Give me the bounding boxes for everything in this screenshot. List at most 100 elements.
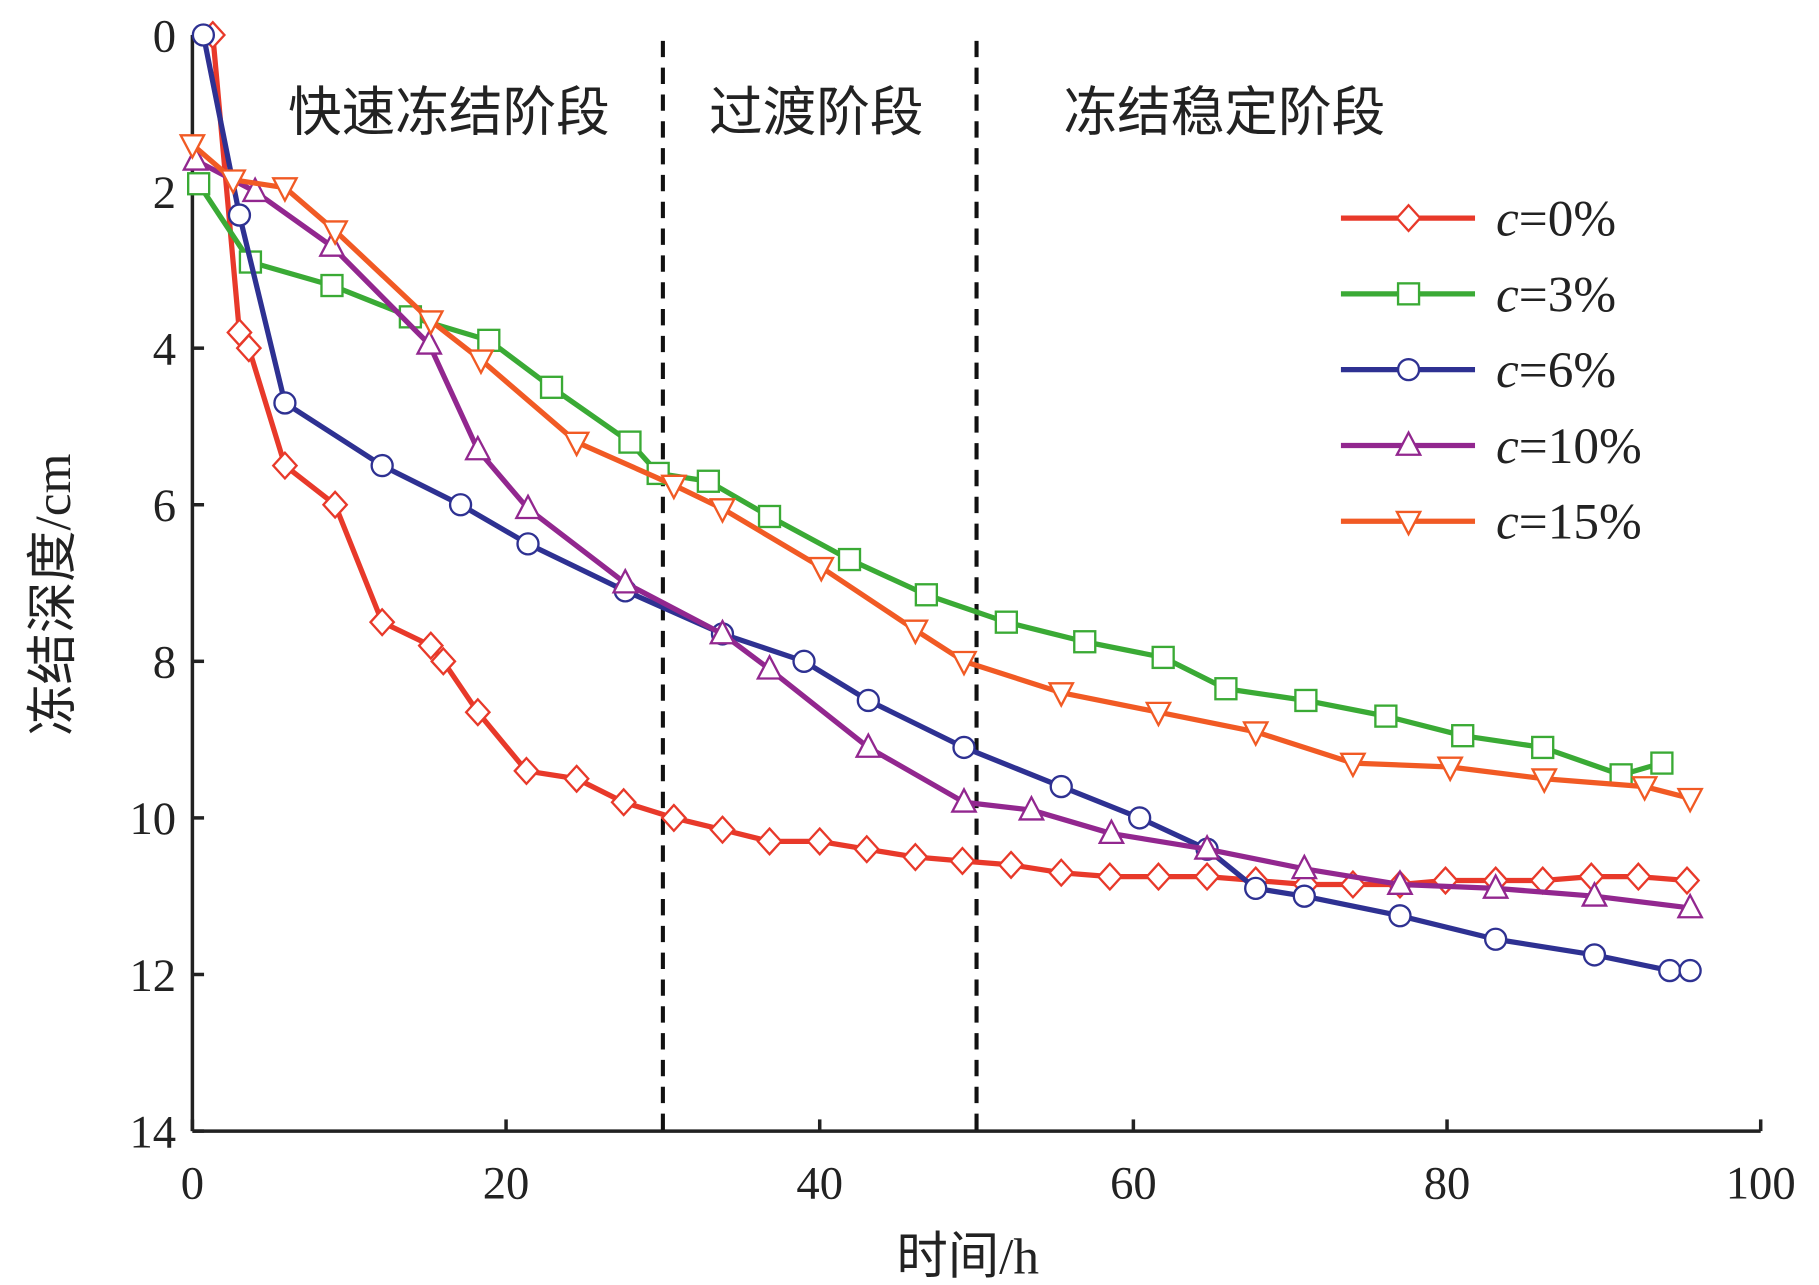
triangle-marker: [611, 567, 639, 594]
circle-marker: [227, 203, 252, 227]
triangle-down-marker: [901, 619, 929, 646]
legend-label: c=6%: [1496, 342, 1616, 399]
series-line: [210, 34, 1688, 888]
y-tick-label: 10: [129, 793, 176, 845]
phase-label-transition: 过渡阶段: [709, 83, 924, 143]
series-c-6-: [191, 23, 1702, 983]
y-tick-label: 6: [153, 480, 176, 532]
triangle-down-marker: [708, 498, 737, 524]
triangle-down-marker: [417, 310, 445, 337]
triangle-marker: [464, 434, 492, 461]
square-marker: [477, 328, 501, 352]
triangle-down-marker: [271, 177, 299, 203]
diamond-marker: [417, 631, 445, 661]
triangle-down-marker: [1394, 510, 1423, 537]
x-tick-label: 80: [1424, 1158, 1471, 1210]
legend-label: c=10%: [1496, 418, 1642, 475]
diamond-marker: [997, 850, 1025, 880]
square-marker: [539, 375, 564, 399]
legend-label: c=3%: [1496, 266, 1616, 323]
circle-marker: [1483, 927, 1508, 951]
phase-dividers: [660, 40, 979, 1132]
circle-marker: [856, 688, 880, 713]
triangle-down-marker: [563, 431, 591, 458]
x-tick-label: 60: [1110, 1158, 1157, 1210]
square-marker: [1294, 688, 1318, 713]
diamond-marker: [1047, 858, 1075, 888]
diamond-marker: [949, 846, 976, 876]
phase-label-rapid: 快速冻结阶段: [288, 83, 610, 143]
x-tick-label: 40: [796, 1158, 843, 1210]
diamond-marker: [660, 803, 688, 833]
triangle-down-marker: [1530, 768, 1558, 795]
x-tick-label: 20: [483, 1158, 530, 1210]
axes: 0 20 40 60 80 100 0 2 4 6 8 10 12 14: [129, 10, 1795, 1209]
circle-marker: [1244, 876, 1268, 901]
triangle-marker: [1394, 430, 1423, 456]
square-marker: [696, 469, 721, 493]
triangle-marker: [1580, 880, 1609, 907]
square-marker: [1151, 645, 1175, 670]
diamond-marker: [1432, 865, 1459, 896]
circle-marker: [448, 493, 473, 517]
triangle-down-marker: [950, 650, 978, 677]
circle-marker: [370, 453, 394, 478]
diamond-marker: [235, 333, 263, 363]
triangle-marker: [1482, 873, 1510, 899]
square-marker: [1451, 724, 1475, 748]
triangle-down-marker: [1144, 701, 1173, 728]
y-tick-label: 0: [153, 10, 176, 62]
triangle-down-marker: [178, 134, 206, 160]
series-c-0-: [199, 20, 1701, 900]
square-marker: [837, 547, 862, 572]
square-marker: [618, 430, 642, 454]
diamond-marker: [1673, 865, 1701, 896]
circle-marker: [792, 649, 816, 673]
x-tick-label: 0: [181, 1158, 204, 1210]
triangle-down-marker: [1242, 721, 1270, 748]
diamond-marker: [806, 826, 833, 856]
triangle-marker: [1017, 794, 1046, 821]
phase-label-stable: 冻结稳定阶段: [1063, 83, 1385, 143]
diamond-marker: [1625, 862, 1652, 892]
triangle-down-marker: [467, 349, 495, 376]
square-marker: [187, 172, 211, 196]
circle-marker: [1678, 958, 1702, 983]
square-marker: [994, 610, 1019, 634]
triangle-marker: [1386, 869, 1414, 895]
square-marker: [1073, 630, 1097, 654]
triangle-down-marker: [1631, 776, 1659, 802]
circle-marker: [1388, 904, 1412, 928]
diamond-marker: [271, 451, 299, 481]
triangle-marker: [1193, 833, 1221, 860]
circle-marker: [1396, 357, 1421, 382]
diamond-marker: [563, 764, 590, 794]
diamond-marker: [756, 826, 783, 856]
series-line: [194, 157, 1691, 911]
triangle-marker: [241, 176, 269, 203]
triangle-marker: [708, 618, 737, 645]
circle-marker: [273, 391, 297, 415]
triangle-down-marker: [1436, 756, 1464, 783]
diamond-marker: [709, 815, 736, 845]
triangle-down-marker: [1339, 752, 1367, 779]
triangle-down-marker: [660, 474, 688, 501]
triangle-down-marker: [1047, 682, 1075, 708]
series-c-10-: [181, 144, 1704, 919]
square-marker: [320, 273, 344, 298]
square-marker: [1650, 751, 1674, 775]
circle-marker: [516, 532, 540, 556]
y-axis-label: 冻结深度/cm: [25, 454, 82, 736]
square-marker: [1214, 677, 1238, 701]
triangle-marker: [1676, 892, 1704, 919]
circle-marker: [952, 735, 976, 760]
circle-marker: [1658, 958, 1682, 983]
triangle-down-marker: [321, 220, 349, 247]
circle-marker: [1049, 774, 1073, 799]
y-tick-label: 8: [153, 637, 176, 689]
circle-marker: [191, 23, 216, 47]
diamond-marker: [1096, 862, 1124, 892]
triangle-marker: [950, 786, 978, 813]
triangle-down-marker: [807, 556, 835, 583]
